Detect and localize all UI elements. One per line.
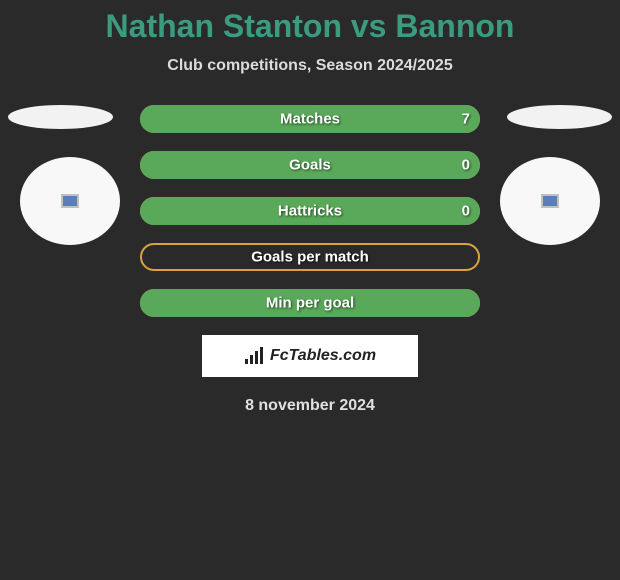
page-title: Nathan Stanton vs Bannon: [0, 8, 620, 45]
stat-value: 7: [462, 111, 470, 128]
stat-row: Matches 7: [140, 105, 480, 133]
stat-label: Matches: [280, 111, 340, 128]
player-left-avatar: [20, 157, 120, 245]
brand-chart-icon: [244, 347, 266, 365]
stat-row: Goals 0: [140, 151, 480, 179]
stats-list: Matches 7 Goals 0 Hattricks 0 Goals per match M…: [140, 105, 480, 317]
date: 8 november 2024: [0, 397, 620, 415]
player-left-nameplate: [8, 105, 113, 129]
brand-box: FcTables.com: [202, 335, 418, 377]
brand-text: FcTables.com: [270, 347, 376, 365]
player-left-flag-icon: [61, 194, 79, 208]
player-right-nameplate: [507, 105, 612, 129]
subtitle: Club competitions, Season 2024/2025: [0, 57, 620, 75]
comparison-area: Matches 7 Goals 0 Hattricks 0 Goals per match M…: [0, 105, 620, 317]
player-right-avatar: [500, 157, 600, 245]
stat-row: Hattricks 0: [140, 197, 480, 225]
stat-label: Goals: [289, 157, 331, 174]
stat-label: Hattricks: [278, 203, 342, 220]
stat-label: Goals per match: [251, 249, 369, 266]
stat-row: Min per goal: [140, 289, 480, 317]
stat-label: Min per goal: [266, 295, 354, 312]
stat-value: 0: [462, 157, 470, 174]
stat-value: 0: [462, 203, 470, 220]
stat-row: Goals per match: [140, 243, 480, 271]
player-right-flag-icon: [541, 194, 559, 208]
